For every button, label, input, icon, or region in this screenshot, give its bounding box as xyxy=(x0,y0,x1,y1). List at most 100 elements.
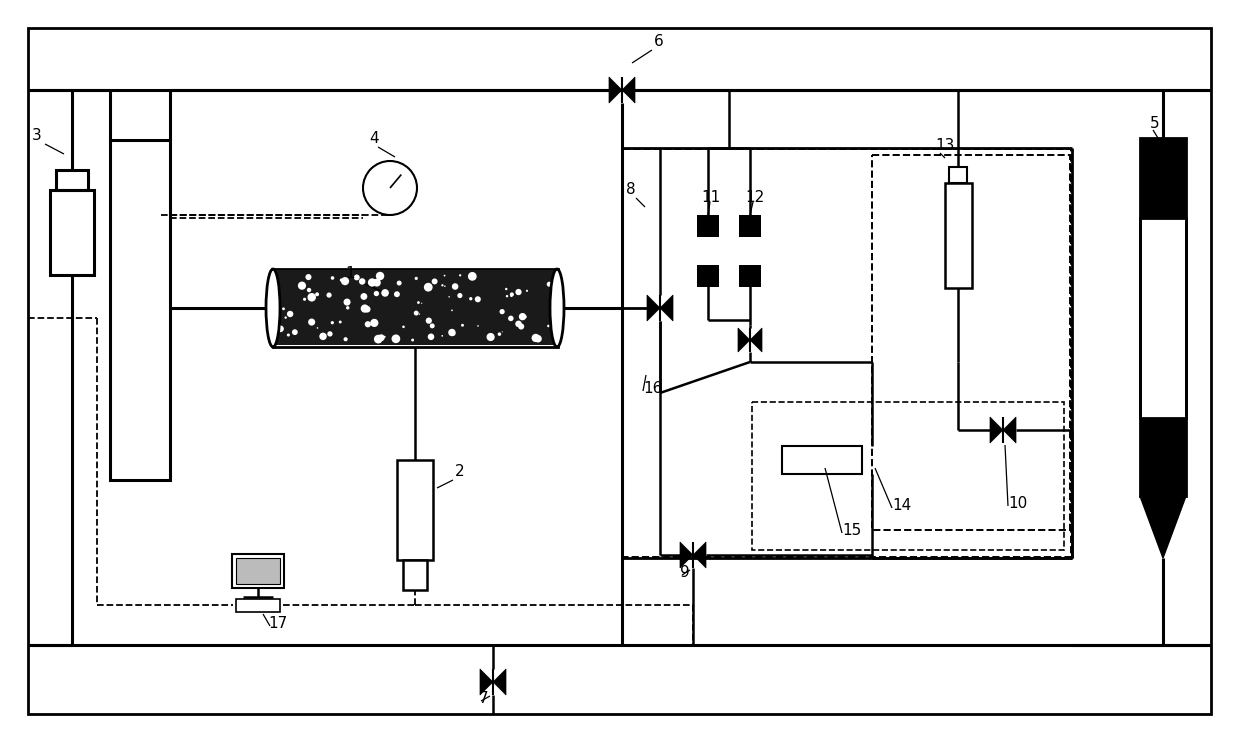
Circle shape xyxy=(430,324,435,329)
Text: 8: 8 xyxy=(626,182,636,197)
Text: 9: 9 xyxy=(680,565,690,580)
Circle shape xyxy=(499,309,504,315)
Circle shape xyxy=(414,311,419,315)
Circle shape xyxy=(370,319,378,327)
Circle shape xyxy=(309,318,315,326)
Circle shape xyxy=(452,283,458,290)
Circle shape xyxy=(331,276,335,280)
Circle shape xyxy=(363,161,418,215)
Polygon shape xyxy=(493,669,506,695)
Circle shape xyxy=(458,275,461,277)
Polygon shape xyxy=(647,295,660,321)
Circle shape xyxy=(508,315,514,321)
Circle shape xyxy=(515,289,522,295)
Polygon shape xyxy=(1140,496,1186,558)
Circle shape xyxy=(457,293,462,298)
Circle shape xyxy=(359,278,366,285)
Circle shape xyxy=(307,293,316,301)
Circle shape xyxy=(361,293,367,300)
Bar xyxy=(698,215,719,237)
Circle shape xyxy=(317,327,318,329)
Bar xyxy=(623,149,1070,557)
Circle shape xyxy=(326,292,332,298)
Circle shape xyxy=(375,272,384,280)
Circle shape xyxy=(278,326,284,332)
Circle shape xyxy=(506,288,508,290)
Bar xyxy=(949,167,966,183)
Circle shape xyxy=(534,335,541,343)
Circle shape xyxy=(382,289,389,297)
Circle shape xyxy=(427,333,435,340)
Circle shape xyxy=(449,296,450,298)
Circle shape xyxy=(441,335,444,337)
Circle shape xyxy=(331,321,335,324)
Bar xyxy=(235,558,280,584)
Circle shape xyxy=(320,332,327,340)
Circle shape xyxy=(307,288,311,292)
Bar xyxy=(56,170,88,190)
Bar xyxy=(945,183,973,288)
Polygon shape xyxy=(750,328,762,352)
Bar xyxy=(50,190,94,275)
Circle shape xyxy=(282,307,285,310)
Circle shape xyxy=(343,337,348,341)
Circle shape xyxy=(532,334,540,342)
Circle shape xyxy=(444,286,446,287)
Text: 10: 10 xyxy=(1009,496,1027,511)
Circle shape xyxy=(515,321,522,327)
Bar xyxy=(752,402,1064,550)
Polygon shape xyxy=(622,77,636,103)
Bar xyxy=(782,446,862,474)
Circle shape xyxy=(378,335,384,341)
Circle shape xyxy=(475,296,481,302)
Circle shape xyxy=(374,291,379,296)
Circle shape xyxy=(546,282,551,287)
Circle shape xyxy=(510,295,513,297)
Circle shape xyxy=(339,278,343,282)
Text: 14: 14 xyxy=(892,498,911,513)
Circle shape xyxy=(373,279,380,286)
Bar xyxy=(1140,138,1186,496)
Ellipse shape xyxy=(266,269,280,347)
Text: 1: 1 xyxy=(344,266,354,281)
Circle shape xyxy=(285,316,287,319)
Circle shape xyxy=(394,292,400,297)
Circle shape xyxy=(341,277,349,285)
Ellipse shape xyxy=(550,269,564,347)
Circle shape xyxy=(477,325,478,326)
Circle shape xyxy=(403,326,405,328)
Circle shape xyxy=(523,315,527,318)
Circle shape xyxy=(506,295,508,298)
Bar xyxy=(1140,418,1186,496)
Circle shape xyxy=(292,329,297,335)
Circle shape xyxy=(518,324,524,329)
Text: 4: 4 xyxy=(369,131,379,146)
Circle shape xyxy=(287,333,290,337)
Polygon shape xyxy=(693,542,706,568)
Circle shape xyxy=(468,272,477,280)
Polygon shape xyxy=(738,328,750,352)
Circle shape xyxy=(361,304,369,312)
Circle shape xyxy=(525,289,528,292)
Text: 3: 3 xyxy=(32,128,42,143)
Bar xyxy=(1140,138,1186,218)
Bar xyxy=(698,265,719,287)
Circle shape xyxy=(364,321,370,327)
Text: 15: 15 xyxy=(843,523,861,538)
Text: 16: 16 xyxy=(643,381,663,396)
Text: 6: 6 xyxy=(654,34,664,49)
Circle shape xyxy=(470,297,472,301)
Circle shape xyxy=(297,281,306,290)
Circle shape xyxy=(305,274,311,280)
Circle shape xyxy=(315,292,320,296)
Text: 2: 2 xyxy=(455,464,465,479)
Circle shape xyxy=(548,325,550,327)
Circle shape xyxy=(424,283,432,292)
Circle shape xyxy=(364,306,370,312)
Bar xyxy=(872,155,1070,530)
Text: 12: 12 xyxy=(745,190,764,205)
Polygon shape xyxy=(479,669,493,695)
Circle shape xyxy=(343,298,351,306)
Circle shape xyxy=(444,275,446,277)
Bar xyxy=(232,554,284,588)
